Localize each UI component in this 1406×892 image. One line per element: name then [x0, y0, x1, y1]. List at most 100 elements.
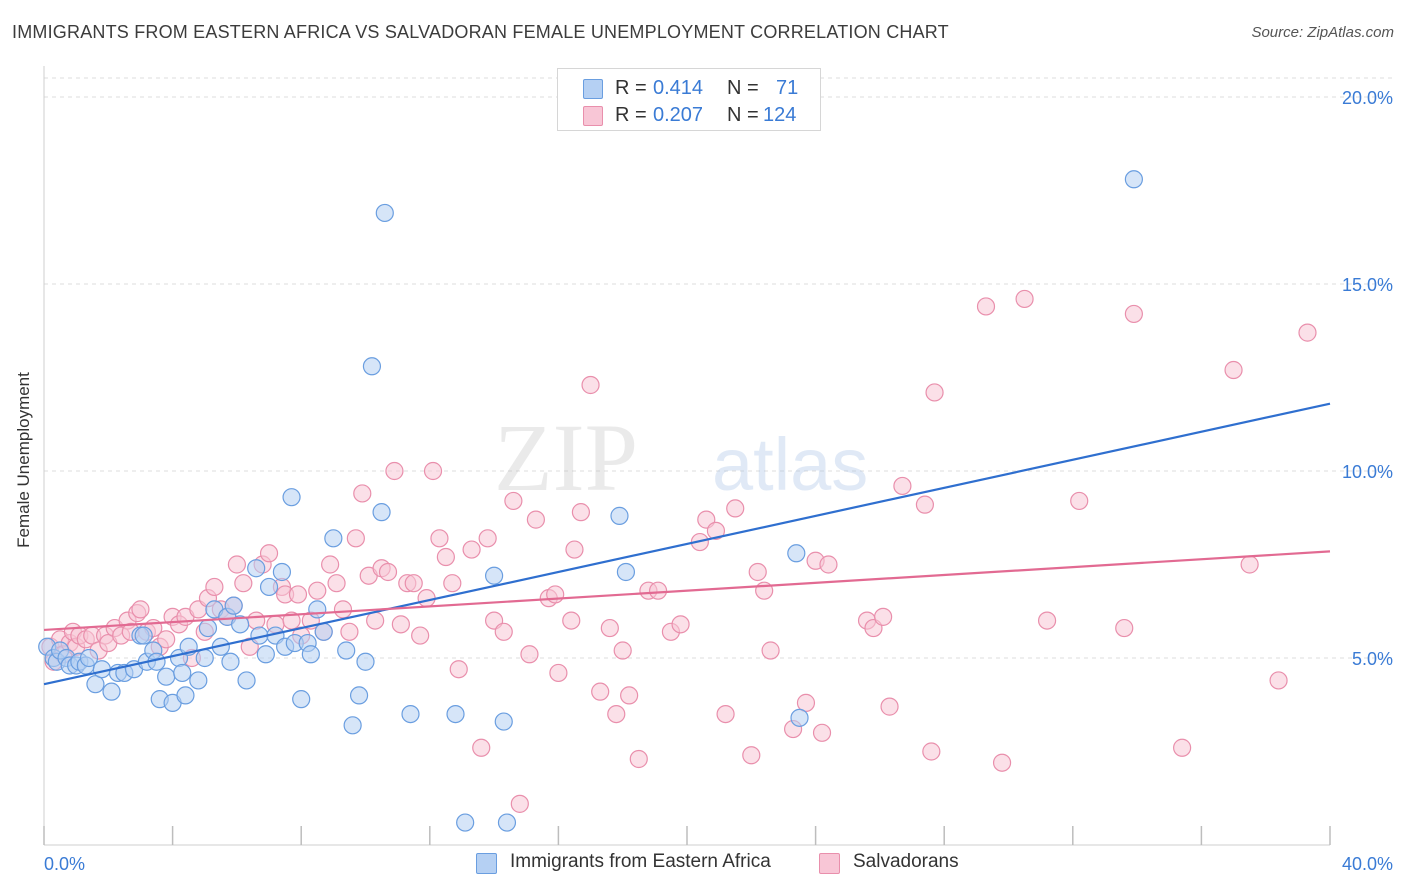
eastern-africa-point [349, 686, 369, 705]
salvadorans-point [613, 641, 632, 660]
eastern-africa-point [102, 682, 121, 701]
salvadorans-point [607, 704, 626, 724]
eastern-africa-point [372, 503, 391, 522]
eastern-africa-point [282, 488, 301, 507]
salvadorans-point [247, 611, 266, 630]
salvadorans-point [510, 794, 529, 813]
n-value: 124 [763, 104, 797, 126]
eastern-africa-point [362, 357, 382, 376]
eastern-africa-point [616, 562, 636, 582]
salvadorans-point [321, 555, 340, 574]
salvadorans-point [340, 622, 359, 641]
x-tick-label: 40.0% [1342, 854, 1393, 874]
eastern-africa-point [324, 529, 343, 548]
salvadorans-point [819, 555, 838, 574]
salvadorans-point [565, 540, 584, 559]
r-label: R = [615, 104, 647, 126]
y-tick-label: 15.0% [1342, 275, 1393, 295]
salvadorans-point [366, 611, 385, 630]
salvadorans-point [227, 555, 246, 574]
eastern-africa-point [485, 566, 504, 585]
eastern-africa-point [494, 712, 513, 731]
eastern-africa-point [157, 667, 176, 686]
eastern-africa-points [38, 170, 1143, 832]
salvadorans-point [417, 589, 436, 608]
salvadorans-point [925, 383, 944, 402]
r-value: 0.207 [653, 104, 704, 126]
salvadorans-point [591, 682, 610, 701]
n-label: N = [727, 104, 759, 126]
legend-label: Immigrants from Eastern Africa [510, 851, 771, 872]
salvadorans-point [494, 622, 513, 641]
trend-lines [43, 402, 1331, 686]
salvadorans-point [327, 574, 346, 593]
salvadorans-point [449, 660, 468, 679]
salvadorans-point [430, 529, 449, 548]
salvadorans-point [893, 476, 912, 496]
n-label: N = [727, 77, 759, 99]
salvadorans-points [41, 289, 1317, 813]
salvadorans-point [915, 495, 935, 514]
salvadorans-point [1173, 738, 1192, 757]
salvadorans-point [234, 574, 253, 593]
legend-swatch-blue [583, 79, 603, 99]
salvadorans-point [748, 562, 767, 582]
salvadorans-point [796, 693, 816, 712]
salvadorans-point [443, 574, 462, 593]
eastern-africa-point [497, 813, 517, 832]
r-label: R = [615, 77, 647, 99]
watermark: ZIP atlas [494, 404, 868, 511]
eastern-africa-point [272, 562, 292, 582]
salvadorans-point [378, 562, 398, 582]
salvadorans-point [1115, 618, 1134, 638]
eastern-africa-point [375, 203, 394, 223]
salvadorans-point [726, 499, 745, 518]
salvadorans-point [648, 581, 668, 600]
y-tick-label: 10.0% [1342, 462, 1393, 482]
eastern-africa-point [198, 618, 218, 638]
salvadorans-point [205, 577, 224, 597]
eastern-africa-point [356, 652, 375, 671]
salvadorans-point [157, 630, 176, 649]
salvadorans-point [620, 686, 639, 705]
eastern-africa-point [401, 704, 420, 724]
r-value: 0.414 [653, 77, 704, 99]
eastern-africa-point [308, 600, 327, 619]
salvadorans-point [1298, 323, 1317, 342]
eastern-africa-point [237, 671, 256, 690]
salvadorans-point [288, 585, 308, 604]
salvadorans-point [600, 618, 619, 638]
eastern-africa-point [86, 675, 105, 694]
eastern-africa-point [189, 671, 208, 690]
salvadorans-point [411, 626, 430, 645]
salvadorans-point [520, 645, 539, 664]
salvadorans-point [992, 753, 1012, 772]
salvadorans-point [346, 529, 365, 548]
eastern-africa-point [79, 648, 99, 668]
eastern-africa-point [231, 615, 250, 634]
salvadorans-point [385, 461, 404, 481]
legend-label: Salvadorans [853, 851, 959, 872]
eastern-africa-point [292, 690, 311, 709]
source-label: Source: ZipAtlas.com [1251, 24, 1394, 41]
eastern-africa-point [787, 544, 806, 563]
salvadorans-point [423, 461, 443, 481]
salvadorans-point [874, 607, 893, 626]
salvadorans-point [706, 521, 726, 540]
eastern-africa-point [456, 813, 475, 832]
eastern-africa-point [337, 641, 356, 660]
eastern-africa-point [224, 596, 243, 615]
gridlines [44, 77, 1392, 659]
salvadorans-point [571, 503, 591, 522]
watermark-atlas: atlas [712, 423, 868, 506]
salvadorans-point [504, 491, 523, 511]
eastern-africa-point [790, 708, 809, 727]
salvadorans-point [404, 574, 423, 593]
salvadorans-point [436, 547, 455, 567]
salvadorans-point [131, 600, 150, 619]
legend-swatch-pink [583, 106, 603, 126]
eastern-africa-point [176, 686, 195, 705]
eastern-africa-point [221, 652, 240, 671]
salvadorans-point [1124, 304, 1143, 324]
